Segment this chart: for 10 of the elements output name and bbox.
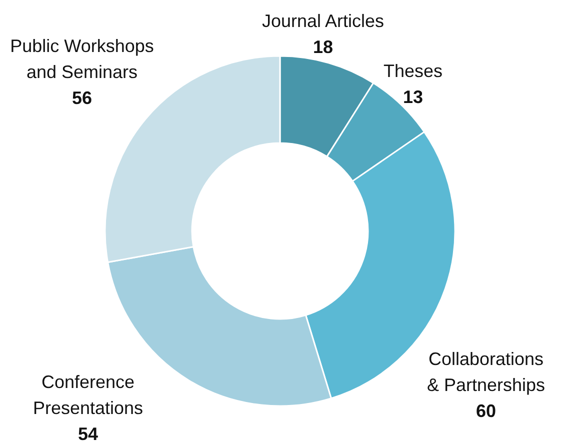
data-label: 56 (72, 88, 92, 108)
data-label: 54 (78, 424, 98, 443)
data-label: 60 (476, 401, 496, 421)
slice-label: Journal Articles (262, 11, 384, 31)
data-label: 13 (402, 87, 424, 107)
slice-label: Public Workshops and Seminars (10, 36, 154, 82)
data-label: 18 (312, 37, 334, 57)
slice-label: Theses (383, 61, 443, 81)
slice-label: Conference Presentations (32, 372, 144, 418)
slice-label: Collaborations & Partnerships (426, 349, 546, 395)
